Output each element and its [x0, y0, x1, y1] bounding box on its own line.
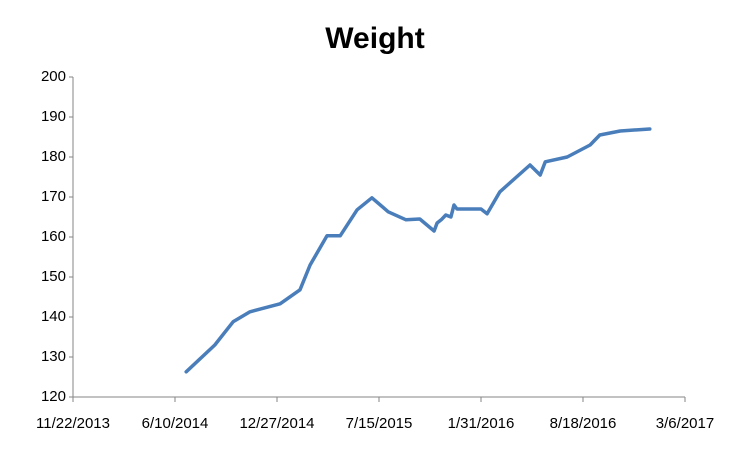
x-tick-label: 1/31/2016 — [448, 415, 515, 432]
x-tick-label: 7/15/2015 — [346, 415, 413, 432]
y-tick-label: 160 — [41, 228, 66, 245]
y-tick-label: 200 — [41, 68, 66, 85]
y-tick-label: 190 — [41, 108, 66, 125]
y-tick-label: 130 — [41, 348, 66, 365]
chart-title: Weight — [325, 22, 424, 55]
x-tick-label: 11/22/2013 — [36, 415, 110, 432]
x-tick-label: 3/6/2017 — [656, 415, 714, 432]
line — [184, 127, 652, 374]
y-tick-label: 150 — [41, 268, 66, 285]
x-tick-label: 12/27/2014 — [239, 415, 314, 432]
y-tick-label: 180 — [41, 148, 66, 165]
y-tick-label: 120 — [41, 388, 66, 405]
x-tick-label: 6/10/2014 — [142, 415, 209, 432]
y-tick-label: 170 — [41, 188, 66, 205]
x-tick-label: 8/18/2016 — [550, 415, 617, 432]
y-tick-label: 140 — [41, 308, 66, 325]
